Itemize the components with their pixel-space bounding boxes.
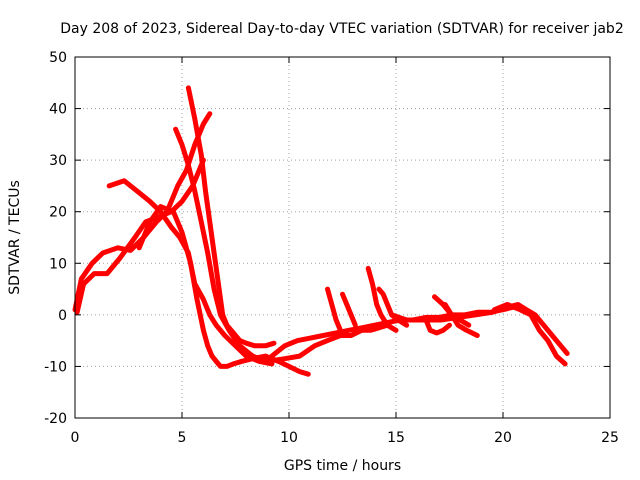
x-tick-label: 25	[601, 430, 619, 446]
series-track-2	[74, 157, 206, 315]
series-track-1	[72, 111, 213, 313]
x-tick-label: 0	[71, 430, 80, 446]
x-tick-label: 10	[280, 430, 298, 446]
series-track-8	[325, 286, 348, 338]
x-tick-label: 20	[494, 430, 512, 446]
series-track-14	[442, 302, 480, 338]
series-track-11	[376, 286, 410, 328]
y-tick-label: 10	[49, 256, 67, 272]
series-track-16	[491, 302, 568, 367]
plot-frame	[74, 56, 611, 419]
y-tick-label: -20	[44, 411, 67, 427]
y-tick-label: 40	[49, 102, 67, 118]
series-track-10	[365, 265, 399, 333]
grid-layer	[75, 57, 610, 418]
y-tick-label: 30	[49, 153, 67, 169]
series-track-6	[136, 204, 311, 377]
x-axis-label: GPS time / hours	[284, 458, 401, 474]
series-track-9	[340, 291, 358, 328]
y-tick-label: 50	[49, 50, 67, 66]
series-track-12	[423, 317, 452, 336]
y-tick-label: 0	[58, 308, 67, 324]
axis-layer: 0 5 10 15 20 25 -20 -10 0 10 20 30 40 50	[44, 50, 619, 446]
y-tick-label: 20	[49, 205, 67, 221]
data-layer	[72, 85, 570, 377]
y-tick-label: -10	[44, 359, 67, 375]
chart-title: Day 208 of 2023, Sidereal Day-to-day VTE…	[60, 21, 623, 37]
y-axis-label: SDTVAR / TECUs	[7, 180, 23, 295]
x-tick-label: 15	[387, 430, 405, 446]
x-tick-label: 5	[178, 430, 187, 446]
